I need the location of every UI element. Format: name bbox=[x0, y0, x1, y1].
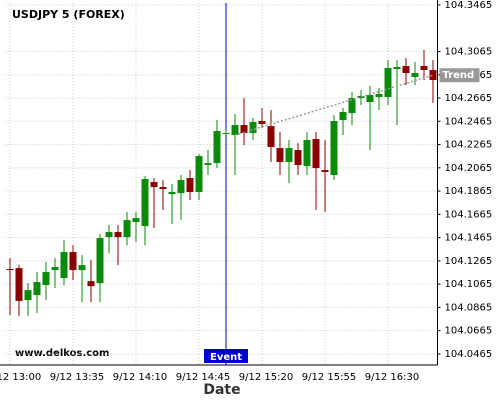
candle-body bbox=[150, 182, 158, 188]
candle-body bbox=[195, 156, 203, 193]
candle-body bbox=[123, 220, 131, 238]
candle-body bbox=[303, 140, 311, 167]
candle-body bbox=[402, 66, 410, 74]
candle-body bbox=[339, 111, 347, 121]
watermark: www.delkos.com bbox=[15, 348, 109, 359]
candle-body bbox=[357, 95, 365, 99]
candle-body bbox=[42, 272, 50, 286]
y-tick-label: 104.1265 bbox=[445, 256, 493, 267]
candle-body bbox=[285, 148, 293, 163]
candle-body bbox=[186, 178, 194, 193]
candle-body bbox=[231, 125, 239, 136]
y-tick-label: 104.1065 bbox=[445, 279, 493, 290]
candle-body bbox=[159, 187, 167, 190]
y-tick-label: 104.0465 bbox=[445, 349, 493, 360]
candle-body bbox=[429, 70, 437, 81]
x-tick-label: 9/12 13:35 bbox=[50, 372, 104, 383]
candle-body bbox=[321, 170, 329, 173]
candle-body bbox=[294, 150, 302, 166]
candle-body bbox=[276, 148, 284, 163]
x-tick-label: 9/12 14:45 bbox=[176, 372, 230, 383]
trend-box bbox=[439, 68, 480, 83]
x-tick-label: 9/12 14:10 bbox=[113, 372, 167, 383]
y-tick-label: 104.2665 bbox=[445, 93, 493, 104]
y-tick-label: 104.2065 bbox=[445, 163, 493, 174]
candle-body bbox=[33, 282, 41, 296]
event-box bbox=[204, 349, 248, 363]
event-label: Event bbox=[210, 352, 242, 363]
candle-body bbox=[366, 95, 374, 102]
candle-body bbox=[249, 121, 257, 134]
candle-body bbox=[393, 66, 401, 69]
candle-body bbox=[78, 265, 86, 271]
x-tick-label: 9/12 15:55 bbox=[302, 372, 356, 383]
y-tick-label: 104.3465 bbox=[445, 0, 493, 11]
candle-body bbox=[213, 131, 221, 164]
x-tick-label: 9/12 16:30 bbox=[365, 372, 419, 383]
candle-body bbox=[330, 121, 338, 176]
candle-body bbox=[168, 192, 176, 195]
candle-body bbox=[177, 180, 185, 194]
candle-body bbox=[141, 178, 149, 227]
candle-body bbox=[258, 121, 266, 124]
y-tick-label: 104.1665 bbox=[445, 209, 493, 220]
candle-body bbox=[267, 126, 275, 148]
x-tick-label: 9/12 15:20 bbox=[239, 372, 293, 383]
x-tick-label: 9/12 13:00 bbox=[0, 372, 41, 383]
candle-body bbox=[15, 268, 23, 301]
y-tick-label: 104.2265 bbox=[445, 140, 493, 151]
candle-body bbox=[51, 267, 59, 271]
candle-body bbox=[204, 163, 212, 166]
candle-body bbox=[6, 269, 14, 271]
candle-body bbox=[96, 238, 104, 284]
x-axis-title: Date bbox=[203, 382, 240, 398]
trend-label: Trend bbox=[443, 70, 475, 81]
y-tick-label: 104.0665 bbox=[445, 326, 493, 337]
candle-body bbox=[60, 252, 68, 279]
candle-body bbox=[348, 98, 356, 114]
candle-body bbox=[420, 66, 428, 71]
y-tick-label: 104.3065 bbox=[445, 47, 493, 58]
candle-body bbox=[105, 232, 113, 238]
candle-body bbox=[114, 232, 122, 238]
y-tick-label: 104.2465 bbox=[445, 116, 493, 127]
candle-body bbox=[24, 290, 32, 301]
y-tick-label: 104.1465 bbox=[445, 233, 493, 244]
y-tick-label: 104.1865 bbox=[445, 186, 493, 197]
candle-body bbox=[312, 138, 320, 169]
trend-line bbox=[234, 74, 434, 136]
candle-body bbox=[132, 218, 140, 223]
chart-title: USDJPY 5 (FOREX) bbox=[12, 8, 125, 21]
candle-body bbox=[411, 73, 419, 77]
candle-body bbox=[384, 68, 392, 97]
candle-body bbox=[69, 252, 77, 271]
candle-body bbox=[375, 93, 383, 97]
candle-body bbox=[240, 125, 248, 134]
y-tick-label: 104.0865 bbox=[445, 302, 493, 313]
candle-body bbox=[87, 281, 95, 287]
candle-body bbox=[222, 133, 230, 135]
